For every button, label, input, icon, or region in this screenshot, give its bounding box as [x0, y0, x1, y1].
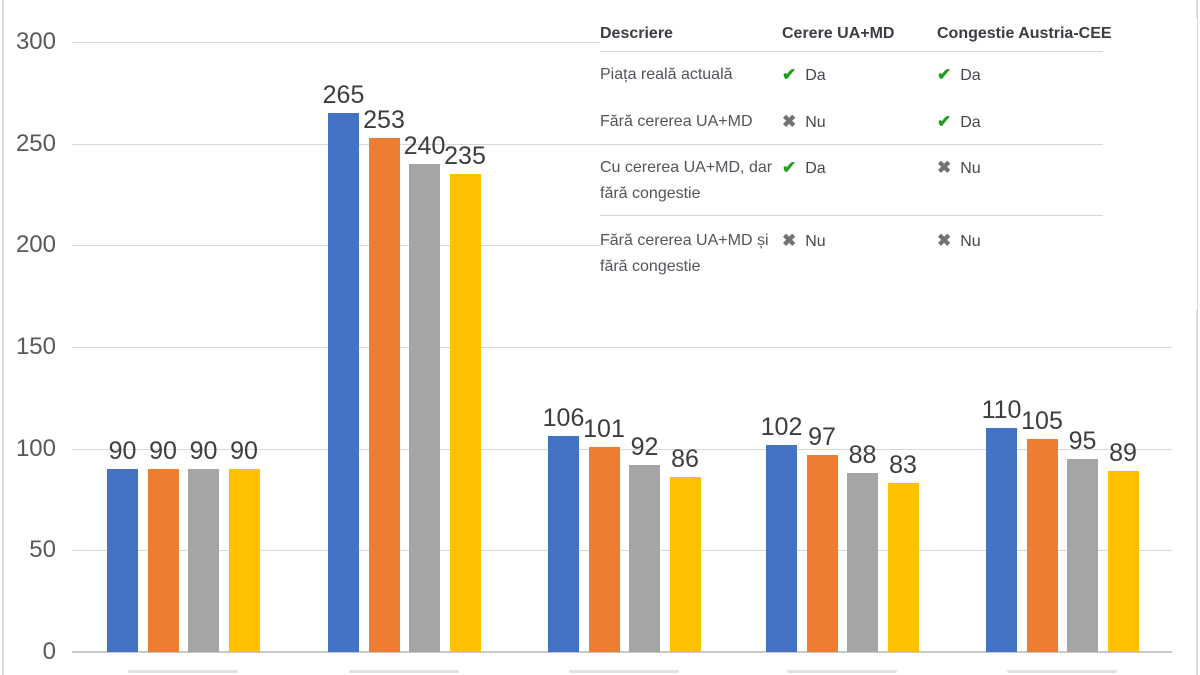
table-row-4-cell-1: ✖ Nu	[782, 228, 826, 255]
table-header-congestie-austria-cee: Congestie Austria-CEE	[937, 25, 1112, 42]
data-label-group1-series-yellow: 90	[230, 437, 258, 465]
left-border-line	[2, 0, 4, 675]
table-row-1-cell-1: ✔ Da	[782, 62, 826, 89]
cross-icon: ✖	[937, 231, 952, 250]
bar-group1-series-blue	[107, 469, 138, 652]
bar-group2-series-gray	[409, 164, 440, 652]
y-tick-150: 150	[15, 333, 56, 360]
bar-group5-series-blue	[986, 428, 1017, 652]
x-axis-line	[72, 651, 1172, 653]
table-row-3-cell-1: ✔ Da	[782, 155, 826, 182]
table-row-2-cell-1: ✖ Nu	[782, 109, 826, 136]
bar-group3-series-blue	[548, 436, 579, 652]
clipped-x-label-group5	[1007, 670, 1117, 673]
table-cell-value: Da	[805, 67, 826, 84]
table-header-cerere-ua-md: Cerere UA+MD	[782, 25, 895, 42]
bar-group1-series-gray	[188, 469, 219, 652]
clipped-x-label-group2	[349, 670, 459, 673]
data-label-group2-series-yellow: 235	[444, 142, 486, 171]
table-cell-value: Da	[960, 114, 981, 131]
right-border-line	[1196, 0, 1198, 675]
bar-group2-series-blue	[328, 113, 359, 652]
bar-group1-series-yellow	[228, 469, 260, 652]
table-row-separator-1	[600, 144, 1103, 145]
gridline-100	[72, 448, 1172, 450]
table-row-2-label: Fără cererea UA+MD	[600, 113, 753, 130]
data-label-group5-series-orange: 105	[1021, 406, 1063, 435]
check-icon: ✔	[782, 65, 797, 84]
y-tick-300: 300	[15, 28, 56, 55]
table-cell-value: Nu	[960, 160, 981, 177]
table-cell-value: Nu	[960, 233, 981, 250]
data-label-group4-series-yellow: 83	[889, 451, 917, 480]
data-label-group4-series-orange: 97	[808, 422, 836, 451]
bar-group3-series-gray	[629, 464, 660, 652]
table-cell-value: Nu	[805, 233, 826, 250]
table-row-3-cell-2: ✖ Nu	[937, 155, 981, 182]
bar-group3-series-orange	[588, 446, 620, 652]
table-row-3-label: Cu cererea UA+MD, dar fără congestie	[600, 159, 773, 202]
table-cell-value: Nu	[805, 114, 826, 131]
table-row-4-cell-2: ✖ Nu	[937, 228, 981, 255]
y-tick-100: 100	[15, 434, 56, 462]
gridline-50	[72, 550, 1172, 552]
bar-group2-series-orange	[368, 137, 400, 652]
data-label-group3-series-blue: 106	[542, 404, 585, 433]
bar-group4-series-yellow	[887, 483, 919, 652]
cross-icon: ✖	[782, 112, 797, 131]
table-row-1-label: Piața reală actuală	[600, 66, 733, 83]
check-icon: ✔	[937, 65, 952, 84]
bar-group2-series-yellow	[449, 174, 481, 652]
bar-group1-series-orange	[147, 469, 179, 652]
cross-icon: ✖	[782, 231, 797, 250]
table-row-4-label: Fără cererea UA+MD și fără congestie	[600, 232, 769, 275]
gridline-150	[72, 347, 1172, 348]
table-cell-value: Da	[960, 67, 981, 84]
data-label-group5-series-blue: 110	[981, 396, 1022, 425]
bar-group4-series-gray	[847, 473, 878, 652]
data-label-group2-series-blue: 265	[322, 81, 365, 110]
y-tick-250: 250	[15, 129, 56, 157]
data-label-group5-series-yellow: 89	[1109, 439, 1137, 468]
bar-group4-series-blue	[766, 444, 797, 652]
data-label-group1-series-gray: 90	[189, 437, 218, 465]
data-label-group4-series-blue: 102	[760, 412, 803, 441]
table-header-descriere: Descriere	[600, 25, 673, 42]
bar-group5-series-orange	[1026, 438, 1058, 652]
y-tick-50: 50	[29, 536, 56, 564]
check-icon: ✔	[937, 112, 952, 131]
bar-group5-series-yellow	[1107, 471, 1139, 652]
bar-group3-series-yellow	[669, 477, 701, 652]
data-label-group3-series-yellow: 86	[671, 445, 699, 474]
check-icon: ✔	[782, 158, 797, 177]
data-label-group5-series-gray: 95	[1068, 426, 1097, 455]
scenario-legend-table: Descriere Cerere UA+MD Congestie Austria…	[600, 18, 1197, 310]
y-tick-200: 200	[15, 231, 56, 259]
bar-group5-series-gray	[1067, 458, 1098, 652]
data-label-group2-series-orange: 253	[363, 105, 405, 134]
bar-group4-series-orange	[806, 454, 838, 652]
data-label-group4-series-gray: 88	[848, 441, 877, 470]
cross-icon: ✖	[937, 158, 952, 177]
data-label-group1-series-blue: 90	[108, 437, 137, 465]
table-row-1-cell-2: ✔ Da	[937, 62, 981, 89]
table-row-separator-2	[600, 215, 1103, 216]
data-label-group3-series-orange: 101	[583, 414, 625, 443]
table-cell-value: Da	[805, 160, 826, 177]
data-label-group3-series-gray: 92	[630, 432, 659, 461]
clipped-x-label-group1	[128, 670, 238, 673]
table-header-separator	[600, 51, 1103, 52]
table-row-2-cell-2: ✔ Da	[937, 109, 981, 136]
clipped-x-label-group3	[569, 670, 679, 673]
data-label-group2-series-gray: 240	[403, 132, 446, 160]
clipped-x-label-group4	[787, 670, 897, 673]
y-tick-0: 0	[42, 638, 56, 665]
data-label-group1-series-orange: 90	[149, 437, 177, 465]
